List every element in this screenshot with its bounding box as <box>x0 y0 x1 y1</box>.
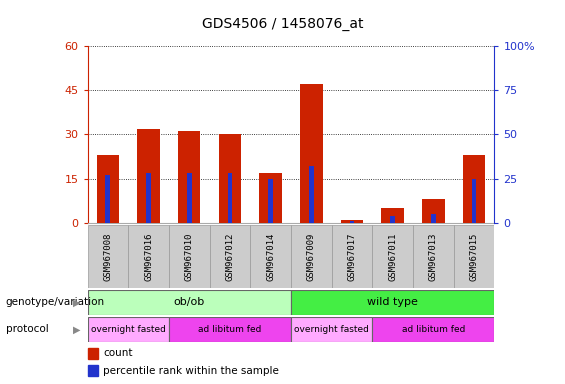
Text: GSM967014: GSM967014 <box>266 232 275 280</box>
FancyBboxPatch shape <box>291 290 494 315</box>
Bar <box>341 220 363 223</box>
Bar <box>137 129 160 223</box>
Text: ▶: ▶ <box>72 324 80 334</box>
Text: GSM967016: GSM967016 <box>144 232 153 280</box>
Bar <box>463 155 485 223</box>
Text: ad libitum fed: ad libitum fed <box>198 325 262 334</box>
Bar <box>309 166 314 223</box>
Bar <box>146 173 151 223</box>
Text: GSM967011: GSM967011 <box>388 232 397 280</box>
Bar <box>106 175 110 223</box>
Bar <box>268 179 273 223</box>
Bar <box>381 208 404 223</box>
Text: GSM967012: GSM967012 <box>225 232 234 280</box>
FancyBboxPatch shape <box>88 290 291 315</box>
Text: genotype/variation: genotype/variation <box>6 297 105 308</box>
Bar <box>259 173 282 223</box>
FancyBboxPatch shape <box>372 317 494 342</box>
Text: overnight fasted: overnight fasted <box>294 325 369 334</box>
Text: protocol: protocol <box>6 324 49 334</box>
Bar <box>422 199 445 223</box>
FancyBboxPatch shape <box>454 225 494 288</box>
Bar <box>431 214 436 223</box>
Bar <box>219 134 241 223</box>
FancyBboxPatch shape <box>169 317 291 342</box>
FancyBboxPatch shape <box>128 225 169 288</box>
FancyBboxPatch shape <box>291 225 332 288</box>
FancyBboxPatch shape <box>88 317 169 342</box>
Bar <box>178 131 201 223</box>
Text: wild type: wild type <box>367 297 418 308</box>
Bar <box>97 155 119 223</box>
FancyBboxPatch shape <box>372 225 413 288</box>
FancyBboxPatch shape <box>413 225 454 288</box>
Text: count: count <box>103 348 133 358</box>
Text: GSM967008: GSM967008 <box>103 232 112 280</box>
Bar <box>88 348 98 359</box>
Text: overnight fasted: overnight fasted <box>91 325 166 334</box>
Text: ob/ob: ob/ob <box>173 297 205 308</box>
Bar <box>472 179 476 223</box>
Text: GSM967015: GSM967015 <box>470 232 479 280</box>
FancyBboxPatch shape <box>291 317 372 342</box>
Bar <box>390 216 395 223</box>
Text: GSM967013: GSM967013 <box>429 232 438 280</box>
Text: ad libitum fed: ad libitum fed <box>402 325 465 334</box>
Bar <box>300 84 323 223</box>
FancyBboxPatch shape <box>250 225 291 288</box>
Bar <box>350 221 354 223</box>
FancyBboxPatch shape <box>332 225 372 288</box>
FancyBboxPatch shape <box>169 225 210 288</box>
Text: ▶: ▶ <box>72 297 80 308</box>
FancyBboxPatch shape <box>88 225 128 288</box>
FancyBboxPatch shape <box>210 225 250 288</box>
Bar <box>88 365 98 376</box>
Text: GDS4506 / 1458076_at: GDS4506 / 1458076_at <box>202 17 363 31</box>
Text: GSM967010: GSM967010 <box>185 232 194 280</box>
Text: GSM967017: GSM967017 <box>347 232 357 280</box>
Bar <box>228 173 232 223</box>
Bar <box>187 173 192 223</box>
Text: GSM967009: GSM967009 <box>307 232 316 280</box>
Text: percentile rank within the sample: percentile rank within the sample <box>103 366 279 376</box>
